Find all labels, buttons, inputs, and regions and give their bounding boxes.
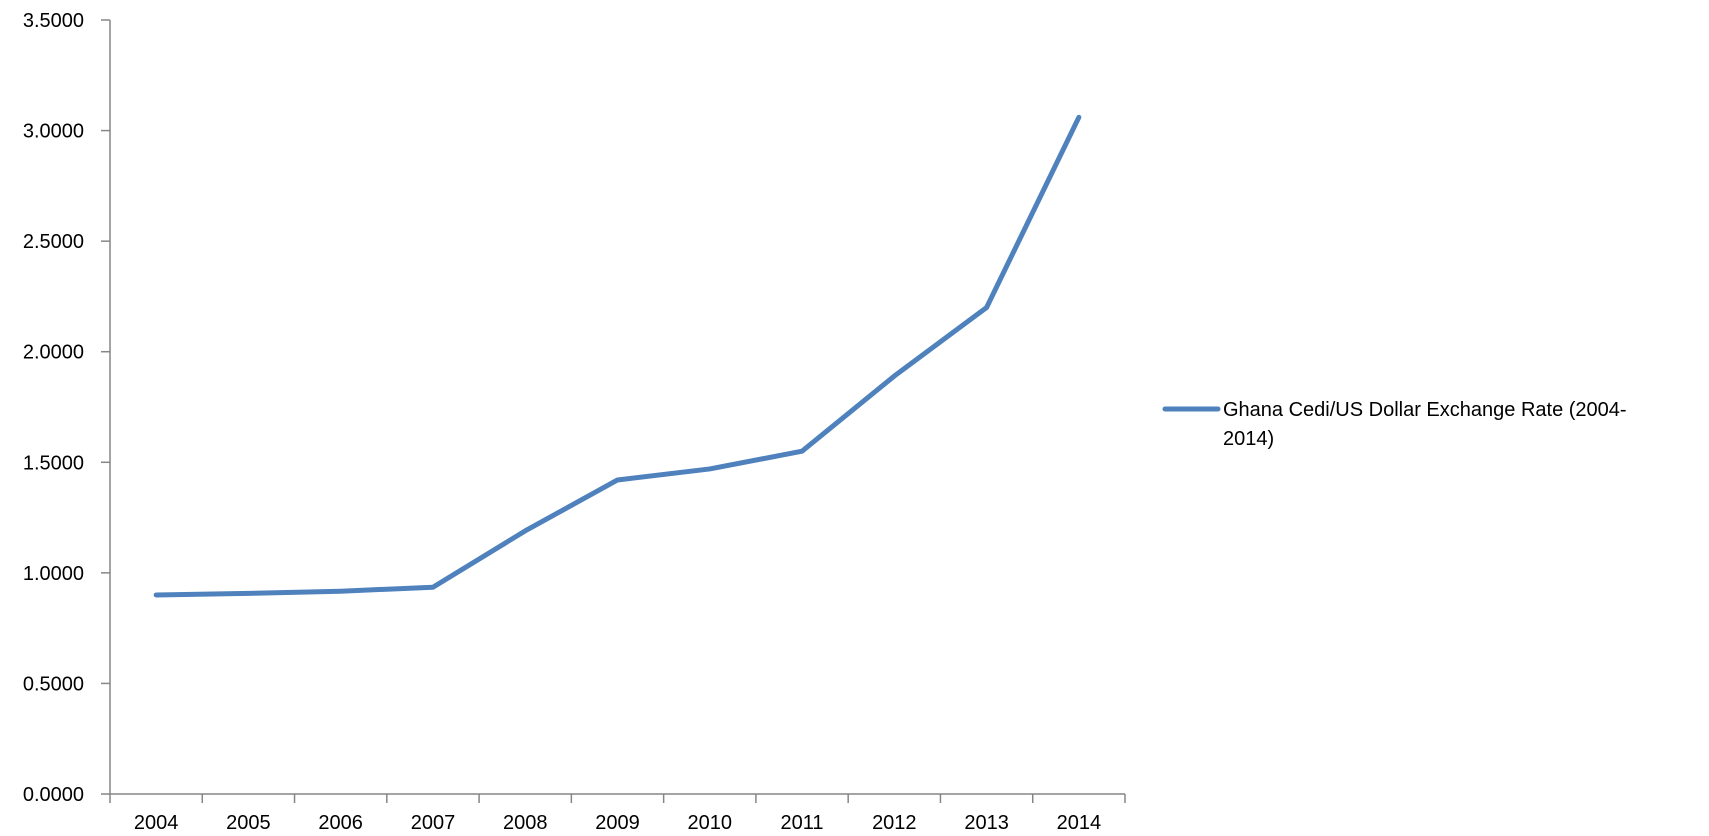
x-tick-label: 2004 <box>134 812 179 834</box>
x-tick-label: 2009 <box>595 812 640 834</box>
x-tick-label: 2005 <box>226 812 271 834</box>
y-tick-label: 0.5000 <box>23 673 84 695</box>
y-tick-label: 2.5000 <box>23 231 84 253</box>
x-axis-ticks: 2004 2005 2006 2007 2008 2009 2010 2011 2012 2013… <box>109 794 1126 834</box>
x-tick-label: 2013 <box>964 812 1009 834</box>
x-tick-label: 2010 <box>688 812 733 834</box>
y-tick-label: 3.5000 <box>23 10 84 32</box>
x-tick-label: 2012 <box>872 812 917 834</box>
y-tick-label: 1.5000 <box>23 452 84 474</box>
x-tick-label: 2011 <box>781 812 824 834</box>
series-line <box>153 114 1082 598</box>
x-tick-label: 2008 <box>503 812 548 834</box>
x-tick-label: 2007 <box>411 812 456 834</box>
y-tick-label: 0.0000 <box>23 784 84 806</box>
y-tick-label: 1.0000 <box>23 563 84 585</box>
legend: Ghana Cedi/US Dollar Exchange Rate (2004… <box>1162 399 1627 450</box>
x-tick-label: 2014 <box>1057 812 1102 834</box>
y-axis-ticks: 0.0000 0.5000 1.0000 1.5000 2.0000 2.5000 3.00… <box>23 10 110 806</box>
legend-label: 2014) <box>1223 428 1274 450</box>
axes <box>109 20 1125 795</box>
y-tick-label: 3.0000 <box>23 121 84 143</box>
x-tick-label: 2006 <box>318 812 363 834</box>
series-lines <box>153 114 1082 598</box>
legend-label: Ghana Cedi/US Dollar Exchange Rate (2004… <box>1223 399 1627 421</box>
y-tick-label: 2.0000 <box>23 342 84 364</box>
